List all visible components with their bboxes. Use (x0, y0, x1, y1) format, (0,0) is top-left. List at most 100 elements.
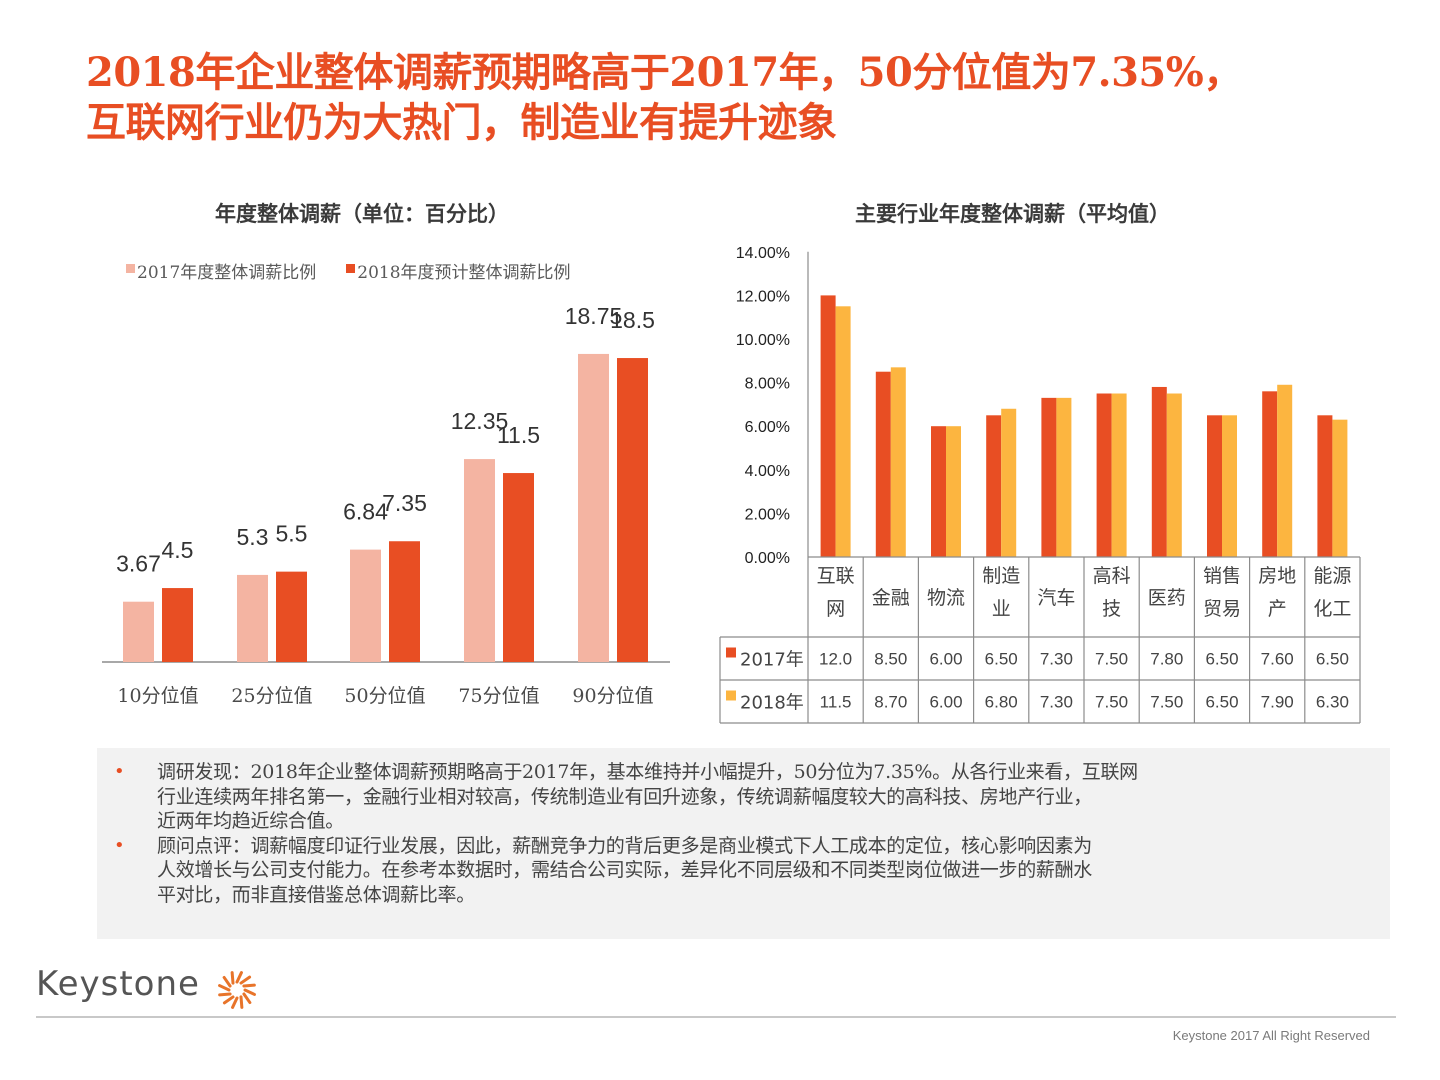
category-label: 化工 (1313, 598, 1351, 620)
table-cell-value: 6.00 (929, 693, 962, 712)
bar-2018 (389, 541, 420, 662)
table-cell-value: 8.70 (874, 693, 907, 712)
bar-2017 (578, 353, 609, 662)
table-cell-value: 7.80 (1150, 650, 1183, 669)
starburst-ray (231, 996, 239, 1009)
table-cell-value: 12.0 (819, 650, 852, 669)
bar-2018 (503, 473, 534, 662)
finding-line: 平对比，而非直接借鉴总体调薪比率。 (157, 883, 475, 906)
category-label: 产 (1268, 598, 1287, 620)
y-tick-label: 14.00% (736, 245, 790, 262)
starburst-ray (239, 975, 252, 985)
starburst-ray (222, 995, 235, 1005)
bar-2018年 (1332, 419, 1348, 557)
bar-2018年 (890, 367, 906, 557)
table-cell-value: 6.80 (985, 693, 1018, 712)
legend-item-2017: 2017年度整体调薪比例 (126, 258, 316, 283)
data-label: 12.35 (451, 408, 509, 434)
series-row-label: 2018年 (740, 693, 804, 714)
starburst-ray (242, 983, 256, 988)
table-cell-value: 7.30 (1040, 693, 1073, 712)
category-label: 贸易 (1203, 598, 1241, 620)
table-cell-value: 6.50 (1316, 650, 1349, 669)
legend-label-2018: 2018年度预计整体调薪比例 (357, 263, 571, 283)
category-label: 销售 (1203, 565, 1241, 587)
page-title: 2018年企业整体调薪预期略高于2017年，50分位值为7.35%， 互联网行业… (86, 48, 1386, 148)
findings-list: • 调研发现：2018年企业整体调薪预期略高于2017年，基本维持并小幅提升，5… (97, 748, 1390, 907)
data-label: 3.67 (116, 551, 161, 577)
category-label: 制造 (982, 565, 1020, 587)
category-label: 房地 (1258, 565, 1296, 587)
series-row-label: 2017年 (740, 650, 804, 671)
table-cell-value: 7.50 (1095, 693, 1128, 712)
data-label: 7.35 (382, 490, 427, 516)
y-tick-label: 0.00% (745, 550, 790, 567)
series-legend-key-2017年 (726, 647, 736, 658)
category-label: 汽车 (1037, 587, 1075, 609)
category-label: 互联 (817, 565, 855, 587)
table-cell-value: 7.90 (1261, 693, 1294, 712)
bar-2017年 (1041, 397, 1057, 557)
y-tick-label: 8.00% (745, 376, 790, 393)
x-tick-label: 25分位值 (231, 685, 312, 707)
table-cell-value: 6.50 (1205, 693, 1238, 712)
starburst-ray (243, 988, 256, 996)
bar-2017年 (1317, 415, 1333, 557)
series-legend-key-2018年 (726, 690, 736, 701)
bar-2017年 (1262, 391, 1278, 557)
category-label: 能源 (1313, 565, 1351, 587)
y-tick-label: 4.00% (745, 463, 790, 480)
bar-2017年 (820, 295, 836, 557)
category-label: 网 (826, 598, 845, 620)
starburst-ray (235, 971, 243, 984)
table-cell-value: 7.50 (1095, 650, 1128, 669)
page-title-line-2: 互联网行业仍为大热门，制造业有提升迹象 (86, 99, 837, 146)
table-cell-value: 6.50 (985, 650, 1018, 669)
legend-item-2018: 2018年度预计整体调薪比例 (346, 258, 571, 283)
bar-2018年 (1056, 397, 1072, 557)
bar-2017 (123, 601, 154, 662)
findings-panel: • 调研发现：2018年企业整体调薪预期略高于2017年，基本维持并小幅提升，5… (97, 748, 1390, 939)
category-label: 高科 (1093, 565, 1131, 587)
finding-line: 行业连续两年排名第一，金融行业相对较高，传统制造业有回升迹象，传统调薪幅度较大的… (157, 785, 1093, 808)
bar-2017年 (875, 371, 891, 557)
starburst-ray (242, 992, 252, 1005)
table-cell-value: 7.60 (1261, 650, 1294, 669)
category-label: 业 (992, 598, 1011, 620)
data-label: 18.5 (610, 307, 655, 333)
category-label: 医药 (1148, 587, 1186, 609)
table-cell-value: 6.30 (1316, 693, 1349, 712)
left-chart-title: 年度整体调薪（单位：百分比） (215, 201, 509, 226)
bar-2017 (237, 574, 268, 662)
bar-2017年 (986, 415, 1002, 557)
x-tick-label: 75分位值 (458, 685, 539, 707)
x-tick-label: 50分位值 (344, 685, 425, 707)
bar-2018 (276, 571, 307, 662)
table-cell-value: 6.50 (1205, 650, 1238, 669)
category-label: 技 (1102, 598, 1121, 620)
data-label: 5.3 (237, 524, 269, 550)
y-tick-label: 10.00% (736, 332, 790, 349)
category-label: 物流 (927, 587, 965, 609)
bar-2017年 (931, 426, 946, 557)
y-tick-label: 6.00% (745, 419, 790, 436)
starburst-ray (218, 992, 232, 997)
data-label: 11.5 (497, 422, 540, 448)
table-cell-value: 6.00 (929, 650, 962, 669)
finding-line: 顾问点评：调薪幅度印证行业发展，因此，薪酬竞争力的背后更多是商业模式下人工成本的… (157, 834, 1093, 857)
brand-logo-text: Keystone (36, 964, 200, 1004)
x-tick-label: 10分位值 (117, 685, 198, 707)
bar-2018年 (1166, 393, 1182, 557)
copyright-text: Keystone 2017 All Right Reserved (1172, 1028, 1370, 1043)
bar-2018年 (835, 306, 851, 557)
legend-swatch-2018 (346, 263, 356, 273)
table-cell-value: 8.50 (874, 650, 907, 669)
starburst-ray (230, 971, 235, 985)
table-cell-value: 11.5 (820, 693, 852, 712)
table-cell-value: 7.30 (1040, 650, 1073, 669)
finding-item-advisor: • 顾问点评：调薪幅度印证行业发展，因此，薪酬竞争力的背后更多是商业模式下人工成… (114, 834, 1360, 908)
bar-2018 (617, 358, 648, 662)
left-bar-chart: 3.674.5 10分位值 5.3 5.5 25分位值 6.847.35 50分位值 12.3… (102, 303, 670, 707)
category-label: 金融 (872, 587, 910, 609)
finding-line: 调研发现：2018年企业整体调薪预期略高于2017年，基本维持并小幅提升，50分… (157, 761, 1138, 783)
